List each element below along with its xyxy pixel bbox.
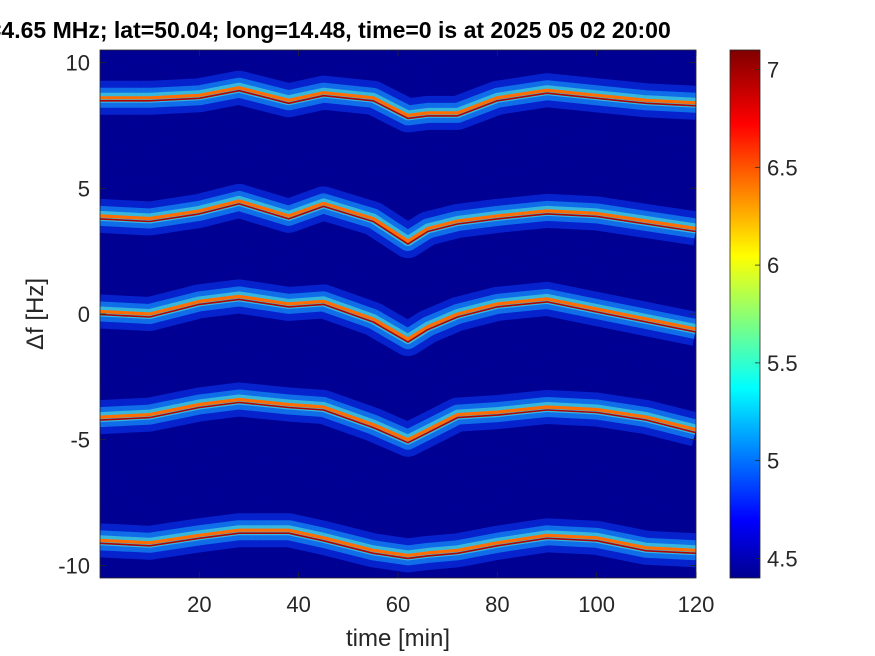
colorbar-gradient bbox=[729, 49, 761, 579]
y-axis-ticks: 10 5 0 -5 -10 bbox=[58, 51, 696, 578]
colorbar: 7 6.5 6 5.5 5 4.5 bbox=[729, 49, 798, 579]
x-tick-label: 20 bbox=[187, 592, 211, 617]
y-tick-label: -10 bbox=[58, 553, 90, 578]
colorbar-tick-label: 5 bbox=[767, 449, 779, 474]
noise-texture bbox=[100, 50, 696, 578]
x-axis-ticks: 20 40 60 80 100 120 bbox=[187, 50, 714, 617]
y-tick-label: 5 bbox=[78, 176, 90, 201]
y-tick-label: -5 bbox=[70, 428, 90, 453]
x-tick-label: 80 bbox=[485, 592, 509, 617]
colorbar-tick-label: 6 bbox=[767, 253, 779, 278]
colorbar-tick-label: 5.5 bbox=[767, 351, 798, 376]
chart-title: =4.65 MHz; lat=50.04; long=14.48, time=0… bbox=[0, 17, 671, 43]
colorbar-ticks: 7 6.5 6 5.5 5 4.5 bbox=[755, 58, 798, 571]
plot-area bbox=[100, 50, 696, 578]
y-tick-label: 10 bbox=[66, 51, 90, 76]
x-tick-label: 40 bbox=[286, 592, 310, 617]
x-tick-label: 60 bbox=[386, 592, 410, 617]
colorbar-tick-label: 4.5 bbox=[767, 546, 798, 571]
colorbar-tick-label: 6.5 bbox=[767, 155, 798, 180]
colorbar-tick-label: 7 bbox=[767, 58, 779, 83]
x-axis-label: time [min] bbox=[346, 625, 450, 652]
signal-bands bbox=[100, 50, 696, 578]
x-tick-label: 100 bbox=[578, 592, 615, 617]
y-tick-label: 0 bbox=[78, 302, 90, 327]
x-tick-label: 120 bbox=[678, 592, 715, 617]
y-axis-label: Δf [Hz] bbox=[22, 278, 49, 350]
